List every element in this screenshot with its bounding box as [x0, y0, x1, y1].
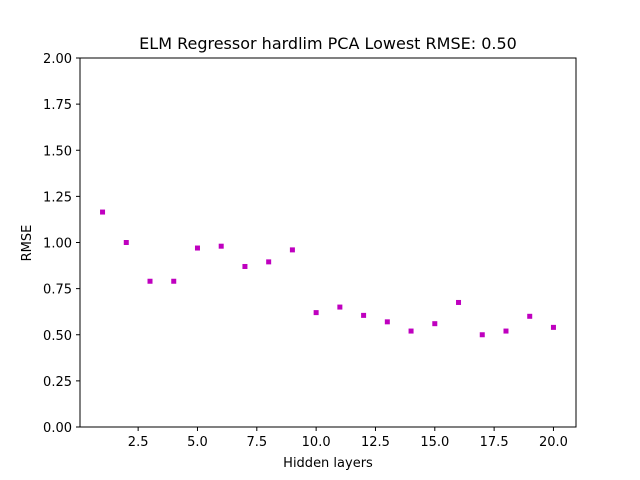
- y-tick-label: 0.50: [43, 329, 72, 344]
- data-point: [147, 278, 153, 284]
- y-tick-label: 1.75: [43, 98, 72, 113]
- x-tick-label: 2.5: [128, 435, 149, 450]
- x-tick-label: 5.0: [187, 435, 208, 450]
- y-axis-label: RMSE: [20, 225, 35, 262]
- x-tick-label: 20.0: [539, 435, 568, 450]
- x-tick-label: 17.5: [480, 435, 509, 450]
- data-point: [527, 313, 533, 319]
- y-tick-label: 1.50: [43, 144, 72, 159]
- data-point: [456, 299, 462, 305]
- data-point: [337, 304, 343, 310]
- x-axis-label: Hidden layers: [283, 456, 373, 471]
- data-point: [266, 259, 272, 265]
- data-point: [550, 324, 556, 330]
- y-tick-label: 0.75: [43, 283, 72, 298]
- data-point: [408, 328, 414, 334]
- x-tick-label: 10.0: [302, 435, 331, 450]
- data-point: [361, 312, 367, 318]
- y-tick-label: 2.00: [43, 52, 72, 67]
- data-point: [313, 310, 319, 316]
- data-point: [432, 321, 438, 327]
- x-tick-label: 15.0: [420, 435, 449, 450]
- x-tick-label: 12.5: [361, 435, 390, 450]
- x-tick-label: 7.5: [246, 435, 267, 450]
- y-tick-label: 0.25: [43, 375, 72, 390]
- data-point: [100, 209, 106, 215]
- chart-title: ELM Regressor hardlim PCA Lowest RMSE: 0…: [139, 34, 517, 53]
- data-point: [289, 247, 295, 253]
- y-tick-label: 0.00: [43, 421, 72, 436]
- data-point: [218, 243, 224, 249]
- y-tick-label: 1.00: [43, 237, 72, 252]
- data-point: [479, 332, 485, 338]
- data-point: [242, 263, 248, 269]
- data-point: [171, 278, 177, 284]
- data-point: [384, 319, 390, 325]
- y-tick-label: 1.25: [43, 190, 72, 205]
- data-point: [503, 328, 509, 334]
- plot-area: 2.5 5.0 7.5 10.0 12.5 15.0 17.5 20.0 0.00 0.25 0.5…: [43, 52, 577, 450]
- data-point: [194, 245, 200, 251]
- data-point: [123, 240, 129, 245]
